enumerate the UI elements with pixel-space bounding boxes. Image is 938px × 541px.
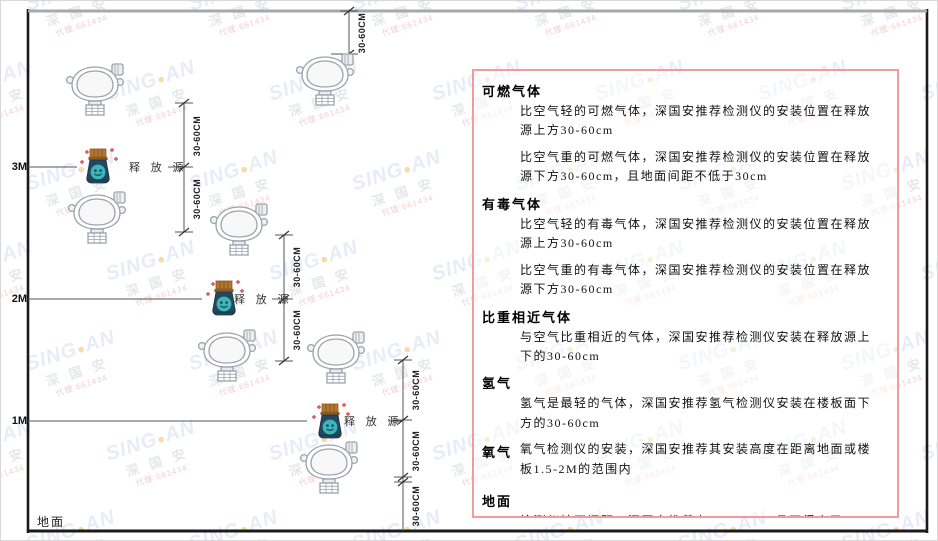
gas-detector-icon: [299, 441, 359, 494]
dimension-tick-slash: [278, 356, 290, 366]
dimension-distance-label: 30-60CM: [411, 430, 421, 472]
panel-section: 氧气 氧气检测仪的安装，深国安推荐其安装高度在距离地面或楼板1.5-2M的范围内: [482, 440, 883, 486]
panel-section-paragraph: 比空气轻的可燃气体，深国安推荐检测仪的安装位置在释放源上方30-60cm: [520, 104, 872, 138]
panel-section-paragraph: 与空气比重相近的气体，深国安推荐检测仪安装在释放源上下的30-60cm: [520, 329, 872, 363]
dimension-tick-slash: [397, 415, 409, 425]
panel-section-heading: 可燃气体: [482, 84, 543, 99]
dimension-tick-slash: [178, 98, 190, 108]
dimension-tick-slash: [178, 162, 190, 172]
panel-section-heading: 有毒气体: [482, 196, 543, 212]
diagram-icons: [65, 53, 366, 494]
panel-section-paragraph: 比空气轻的有毒气体，深国安推荐检测仪的安装位置在释放源上方30-60cm: [520, 216, 872, 251]
panel-section: 地面检测仪地面间距，深国安推荐在30-60cm，且不得小于30cm，因为过低容易…: [482, 491, 883, 516]
release-source-label: 释 放 源: [234, 294, 293, 306]
release-source-label: 释 放 源: [129, 162, 188, 174]
panel-section: 比重相近气体与空气比重相近的气体，深国安推荐检测仪安装在释放源上下的30-60c…: [482, 307, 883, 367]
axis-label-1m: 1M: [11, 415, 27, 427]
dimension-distance-label: 30-60CM: [411, 485, 421, 527]
dimension-tick-slash: [397, 472, 409, 482]
diagram-lines: [26, 6, 929, 533]
panel-section: 氢气 氢气是最轻的气体，深国安推荐氢气检测仪安装在楼板面下方的30-60cm: [482, 373, 883, 433]
dimension-tick-slash: [343, 6, 355, 16]
dimension-distance-label: 30-60CM: [411, 369, 421, 411]
dimension-distance-label: 30-60CM: [192, 115, 202, 157]
dimension-distance-label: 30-60CM: [292, 309, 302, 351]
panel-section-paragraph: 比空气重的有毒气体，深国安推荐检测仪的安装位置在释放源下方30-60cm: [520, 262, 872, 297]
guidelines-panel: 可燃气体比空气轻的可燃气体，深国安推荐检测仪的安装位置在释放源上方30-60cm…: [472, 69, 899, 518]
dimension-tick-slash: [278, 294, 290, 304]
ground-label: 地面: [37, 515, 66, 529]
dimension-tick-slash: [278, 230, 290, 240]
gas-detector-icon: [65, 63, 125, 116]
panel-section-heading: 地面: [482, 494, 513, 510]
release-source-label: 释 放 源: [344, 416, 403, 428]
panel-section-heading: 氢气: [482, 376, 513, 392]
dimension-tick-slash: [397, 477, 409, 487]
panel-section: 有毒气体比空气轻的有毒气体，深国安推荐检测仪的安装位置在释放源上方30-60cm…: [482, 194, 883, 300]
gas-detector-icon: [197, 329, 257, 382]
release-source-icon: [79, 147, 119, 184]
panel-section-paragraph: 比空气重的可燃气体，深国安推荐检测仪的安装位置在释放源下方30-60cm，且地面…: [520, 149, 872, 184]
gas-detector-icon: [306, 331, 366, 384]
dimension-distance-label: 30-60CM: [357, 12, 367, 54]
axis-label-2m: 2M: [11, 293, 27, 305]
dimension-distance-label: 30-60CM: [292, 246, 302, 288]
panel-section-heading: 氧气: [482, 445, 513, 461]
gas-detector-icon: [295, 53, 355, 106]
gas-detector-icon: [67, 191, 127, 244]
gas-detector-icon: [209, 203, 269, 256]
panel-section-paragraph: 氢气是最轻的气体，深国安推荐氢气检测仪安装在楼板面下方的30-60cm: [520, 396, 872, 430]
dimension-distance-label: 30-60CM: [192, 178, 202, 220]
dimension-tick-slash: [397, 355, 409, 365]
panel-section: 可燃气体比空气轻的可燃气体，深国安推荐检测仪的安装位置在释放源上方30-60cm…: [482, 81, 883, 187]
panel-section-paragraph: 检测仪地面间距，深国安推荐在30-60cm，且不得小于30cm，因为过低容易水溅…: [520, 512, 883, 516]
panel-section-heading: 比重相近气体: [482, 309, 573, 325]
guidelines-panel-body: 可燃气体比空气轻的可燃气体，深国安推荐检测仪的安装位置在释放源上方30-60cm…: [482, 81, 883, 516]
axis-label-3m: 3M: [11, 161, 27, 173]
panel-section-paragraph: 氧气检测仪的安装，深国安推荐其安装高度在距离地面或楼板1.5-2M的范围内: [520, 442, 872, 476]
dimension-tick-slash: [178, 227, 190, 237]
